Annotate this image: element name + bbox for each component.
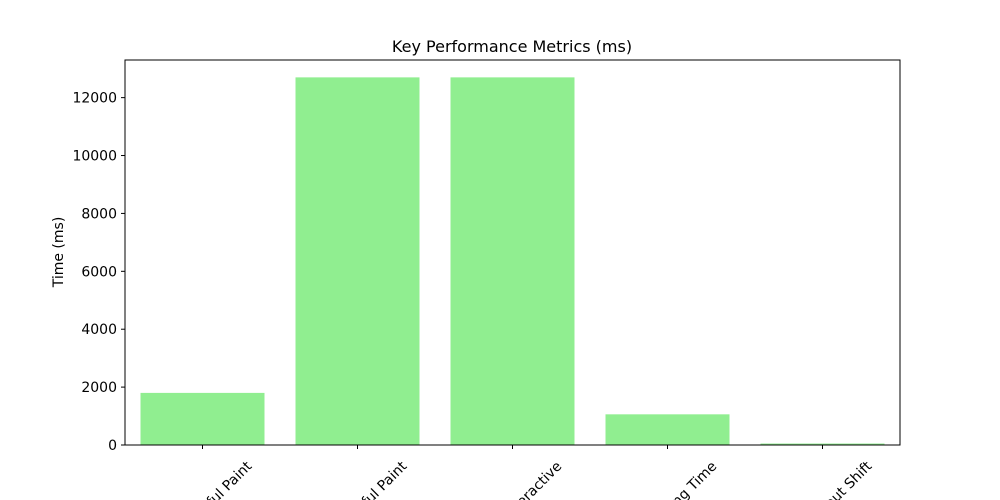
plot-frame	[124, 59, 901, 446]
bar-5	[760, 443, 885, 445]
x-tick-label: ing Time	[666, 459, 720, 500]
y-tick-label: 10000	[72, 149, 117, 165]
y-axis-ticks: 0 2000 4000 6000 8000 10000 12000	[72, 91, 125, 454]
bars-group	[140, 77, 885, 446]
bar-1	[140, 392, 265, 445]
y-tick-label: 8000	[81, 206, 117, 222]
x-tick-label: out Shift	[822, 458, 876, 500]
bar-4	[605, 414, 730, 445]
x-axis-ticks: ful Paint ful Paint teractive ing Time out S…	[202, 445, 876, 500]
y-axis-label: Time (ms)	[51, 217, 67, 289]
x-tick-label: ful Paint	[204, 458, 256, 500]
y-tick-label: 12000	[72, 91, 117, 107]
bar-3	[450, 77, 575, 446]
y-tick-label: 6000	[81, 264, 117, 280]
y-tick-label: 0	[108, 438, 117, 454]
bar-2	[295, 77, 420, 446]
y-tick-label: 2000	[81, 380, 117, 396]
chart-title: Key Performance Metrics (ms)	[392, 37, 632, 56]
y-tick-label: 4000	[81, 322, 117, 338]
x-tick-label: ful Paint	[359, 458, 411, 500]
x-tick-label: teractive	[510, 459, 565, 500]
